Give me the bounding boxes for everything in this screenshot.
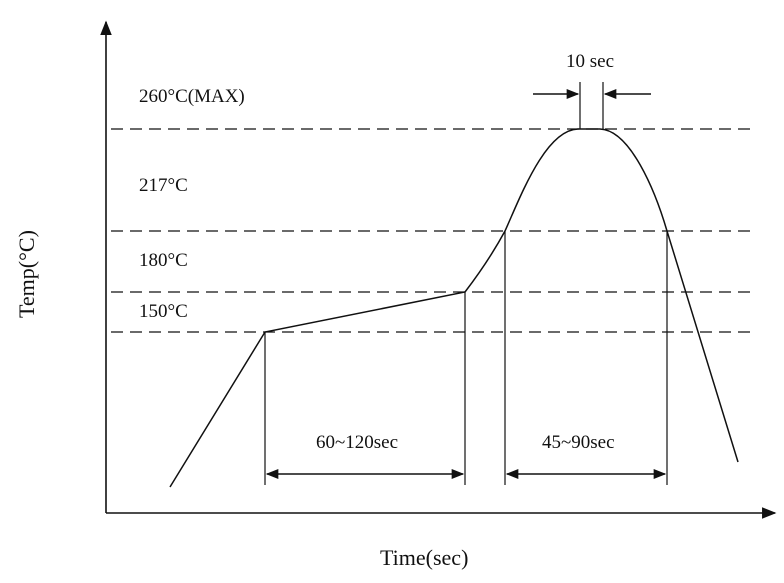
y-axis-label: Temp(°C) — [14, 230, 39, 318]
level-label-217: 217°C — [139, 175, 188, 196]
level-label-150: 150°C — [139, 301, 188, 322]
preheat-interval-label: 60~120sec — [316, 432, 399, 453]
x-axis-label: Time(sec) — [380, 545, 469, 570]
level-label-260: 260°C(MAX) — [139, 86, 245, 107]
level-label-180: 180°C — [139, 250, 188, 271]
peak-interval-label: 10 sec — [566, 51, 615, 72]
reflow-profile-curve — [169, 128, 739, 488]
liquidus-interval-label: 45~90sec — [542, 432, 615, 453]
